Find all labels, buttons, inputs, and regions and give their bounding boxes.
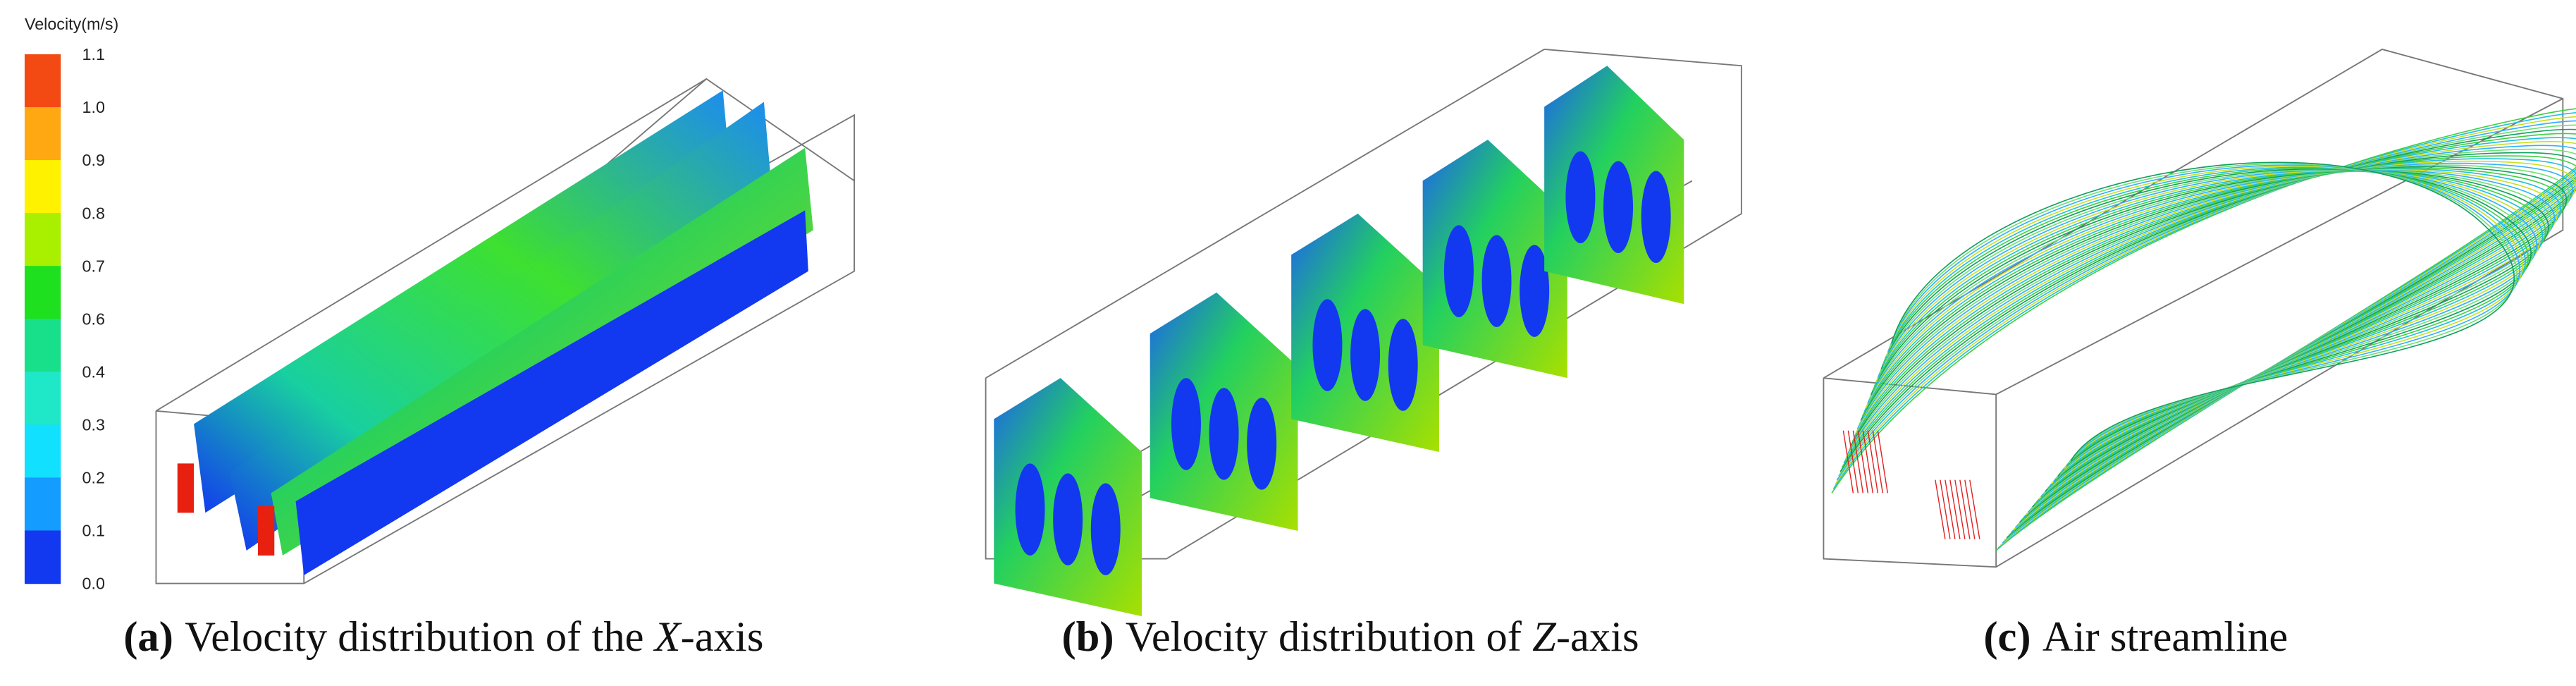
velocity-core bbox=[1053, 473, 1083, 565]
panel-c bbox=[1823, 48, 2576, 568]
streamline-inlet bbox=[1862, 430, 1874, 494]
wireframe bbox=[985, 49, 1545, 379]
colorbar-segment bbox=[24, 266, 61, 319]
velocity-block bbox=[295, 210, 808, 575]
streamline bbox=[1860, 166, 2568, 508]
panel-a bbox=[155, 78, 856, 584]
velocity-core bbox=[1015, 463, 1045, 556]
streamline-inlet bbox=[1940, 479, 1951, 539]
caption-text: -axis bbox=[1556, 613, 1639, 661]
caption-text: Z bbox=[1532, 613, 1557, 661]
caption: (c) Air streamline bbox=[1983, 613, 2288, 661]
velocity-core bbox=[1520, 245, 1550, 337]
colorbar-segment bbox=[24, 213, 61, 267]
colorbar-label: 1.1 bbox=[82, 45, 105, 63]
captions: (a) Velocity distribution of the X-axis (b… bbox=[123, 613, 2288, 661]
caption-label: (a) bbox=[123, 613, 173, 661]
caption-text: X bbox=[653, 613, 682, 661]
caption: (a) Velocity distribution of the X-axis bbox=[123, 613, 763, 661]
wireframe bbox=[985, 49, 1742, 560]
colorbar-label: 0.8 bbox=[82, 204, 105, 222]
velocity-core bbox=[1565, 151, 1596, 244]
caption: (b) Velocity distribution of Z-axis bbox=[1062, 613, 1639, 661]
colorbar-segment bbox=[24, 372, 61, 426]
streamline-inlet bbox=[1872, 430, 1884, 494]
colorbar-label: 0.2 bbox=[82, 469, 105, 487]
velocity-core bbox=[1443, 225, 1474, 317]
colorbar-segment bbox=[24, 160, 61, 214]
colorbar-label: 1.0 bbox=[82, 98, 105, 116]
caption-text: -axis bbox=[681, 613, 764, 661]
caption-text: Velocity distribution of the bbox=[185, 613, 654, 661]
colorbar-label: 0.7 bbox=[82, 257, 105, 275]
streamline bbox=[1868, 170, 2552, 495]
streamline bbox=[1856, 162, 2573, 513]
colorbar-segment bbox=[24, 54, 61, 108]
streamline bbox=[1861, 167, 2564, 505]
streamline-inlet bbox=[1949, 479, 1961, 539]
colorbar-title: Velocity(m/s) bbox=[25, 15, 118, 33]
colorbar-label: 0.3 bbox=[82, 416, 105, 434]
streamline bbox=[1871, 170, 2549, 492]
inlet bbox=[177, 463, 195, 513]
colorbar-label: 0.0 bbox=[82, 575, 105, 593]
velocity-core bbox=[1312, 299, 1343, 391]
streamline-inlet bbox=[1867, 430, 1879, 494]
caption-label: (c) bbox=[1983, 613, 2030, 661]
panel-b bbox=[985, 49, 1742, 617]
streamline-inlet bbox=[1847, 430, 1859, 494]
streamline-inlet bbox=[1964, 479, 1976, 539]
colorbar-segment bbox=[24, 319, 61, 372]
colorbar-label: 0.1 bbox=[82, 522, 105, 540]
velocity-core bbox=[1350, 309, 1381, 401]
caption-text: Velocity distribution of bbox=[1126, 613, 1532, 661]
streamline bbox=[1859, 164, 2570, 510]
inlet bbox=[257, 506, 275, 556]
caption-text: Air streamline bbox=[2042, 613, 2288, 661]
colorbar-label: 0.9 bbox=[82, 151, 105, 169]
streamline-inlet bbox=[1877, 430, 1889, 494]
colorbar-segment bbox=[24, 424, 61, 479]
velocity-core bbox=[1481, 235, 1512, 327]
streamline-inlet bbox=[1935, 479, 1946, 539]
streamline-inlet bbox=[1959, 479, 1971, 539]
colorbar-segment bbox=[24, 477, 61, 532]
colorbar-label: 0.4 bbox=[82, 362, 105, 381]
velocity-core bbox=[1247, 398, 1277, 490]
wireframe bbox=[1995, 98, 2563, 568]
streamline-inlet bbox=[1945, 479, 1956, 539]
streamline bbox=[1865, 169, 2558, 500]
wireframe bbox=[1823, 48, 2564, 568]
caption-label: (b) bbox=[1062, 613, 1114, 661]
colorbar-segment bbox=[24, 530, 61, 584]
colorbar-label: 0.6 bbox=[82, 310, 105, 328]
colorbar: 1.1 1.0 0.9 0.8 0.7 0.6 0.4 0.3 0.2 0.1 0.0 bbox=[24, 45, 105, 593]
wireframe bbox=[1823, 377, 1997, 396]
velocity-core bbox=[1209, 388, 1239, 480]
streamline-inlet bbox=[1842, 430, 1854, 494]
velocity-core bbox=[1171, 378, 1201, 470]
colorbar-segment bbox=[24, 106, 61, 161]
streamline-inlet bbox=[1954, 479, 1966, 539]
streamline-inlet bbox=[1857, 430, 1869, 494]
velocity-core bbox=[1388, 319, 1418, 411]
velocity-core bbox=[1603, 161, 1634, 253]
streamline-inlet bbox=[1852, 430, 1864, 494]
velocity-core bbox=[1090, 483, 1121, 575]
streamline bbox=[1863, 169, 2561, 503]
streamline-inlet bbox=[1969, 479, 1980, 539]
streamline bbox=[1891, 161, 2515, 462]
velocity-core bbox=[1641, 171, 1671, 263]
